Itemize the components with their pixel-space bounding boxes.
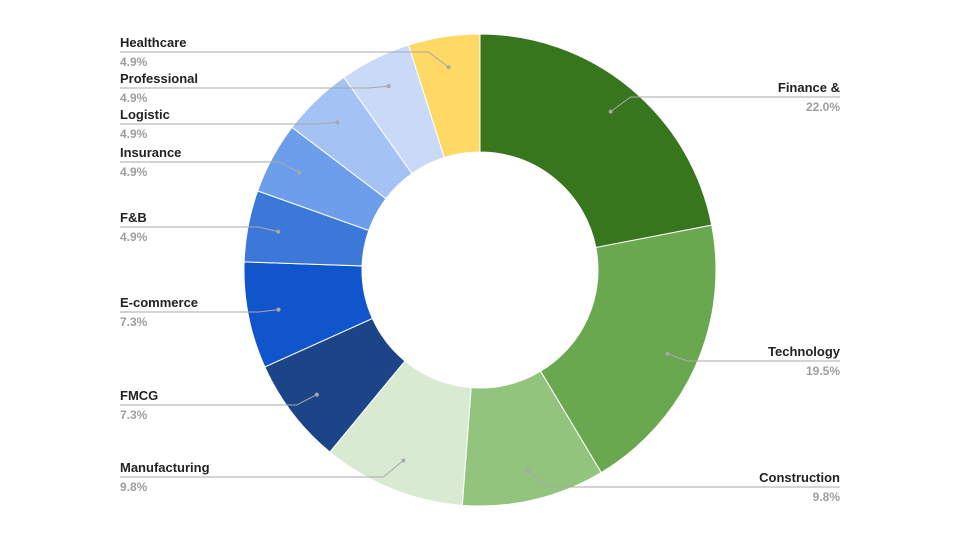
slice-label-manufacturing: Manufacturing (120, 460, 210, 475)
leader-professional (120, 85, 389, 89)
slice-label-fmcg: FMCG (120, 388, 158, 403)
slice-label-healthcare: Healthcare (120, 35, 186, 50)
slice-label-construction: Construction (759, 470, 840, 485)
slice-value-healthcare: 4.9% (120, 55, 148, 69)
slice-value-manufacturing: 9.8% (120, 480, 148, 494)
slice-value-professional: 4.9% (120, 91, 148, 105)
leader-dot-technology (665, 351, 670, 356)
slice-value-logistic: 4.9% (120, 127, 148, 141)
slice-value-fmcg: 7.3% (120, 408, 148, 422)
slice-healthcare (407, 33, 481, 159)
slice-value-e-commerce: 7.3% (120, 315, 148, 329)
leader-healthcare (120, 51, 449, 68)
leader-fandb (120, 226, 279, 233)
slice-label-e-commerce: E-commerce (120, 295, 198, 310)
slice-technology (539, 224, 717, 474)
leader-insurance (120, 161, 300, 173)
leader-construction (526, 469, 840, 488)
leader-dot-fmcg (314, 392, 319, 397)
slice-labels: Finance & 22.0% Technology 19.5% Constructio… (120, 35, 841, 504)
slice-value-fandb: 4.9% (120, 230, 148, 244)
leader-e-commerce (120, 309, 279, 313)
leader-dot-insurance (297, 170, 302, 175)
leader-finance-and (610, 96, 840, 113)
leader-technology (667, 353, 840, 362)
slice-label-professional: Professional (120, 71, 198, 86)
slice-value-finance-and: 22.0% (806, 100, 840, 114)
slice-finance-and (479, 33, 713, 249)
slice-label-fandb: F&B (120, 210, 147, 225)
leader-dot-manufacturing (401, 458, 406, 463)
leader-logistic (120, 121, 338, 125)
leader-dot-professional (386, 84, 391, 89)
slice-label-technology: Technology (768, 344, 841, 359)
slice-label-insurance: Insurance (120, 145, 181, 160)
slice-label-logistic: Logistic (120, 107, 170, 122)
leader-dot-logistic (335, 120, 340, 125)
donut-slices (243, 33, 717, 507)
leader-dot-fandb (276, 229, 281, 234)
leader-manufacturing (120, 460, 404, 478)
slice-label-finance-and: Finance & (778, 80, 840, 95)
leader-dot-finance-and (608, 109, 613, 114)
leader-fmcg (120, 394, 318, 406)
leader-lines (120, 51, 840, 488)
leader-dot-e-commerce (276, 307, 281, 312)
slice-value-insurance: 4.9% (120, 165, 148, 179)
slice-value-construction: 9.8% (813, 490, 841, 504)
slice-value-technology: 19.5% (806, 364, 840, 378)
leader-dot-healthcare (446, 65, 451, 70)
leader-dot-construction (525, 467, 530, 472)
